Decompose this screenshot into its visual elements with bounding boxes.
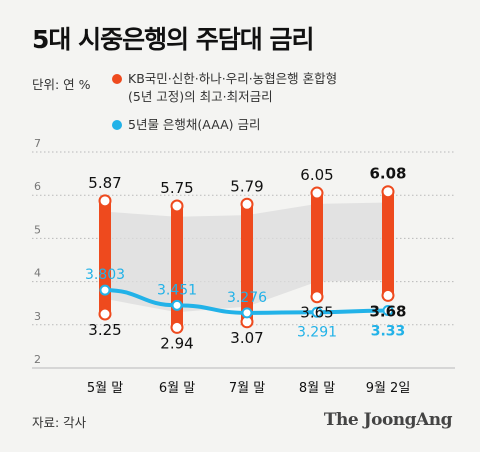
y-tick-label-5: 5 (34, 223, 41, 236)
high-value-label-1: 5.75 (160, 179, 193, 197)
low-value-label-3: 3.65 (300, 304, 333, 322)
legend-label-rate-range-line1: KB국민·신한·하나·우리·농협은행 혼합형 (128, 71, 338, 86)
high-value-label-0: 5.87 (88, 174, 121, 192)
x-tick-label-4: 9월 2일 (366, 381, 411, 396)
bond-point-1 (171, 299, 183, 311)
x-tick-label-3: 8월 말 (299, 381, 335, 396)
legend-item-rate-range: KB국민·신한·하나·우리·농협은행 혼합형 (5년 고정)의 최고·최저금리 (112, 70, 337, 106)
legend-swatch-rate-range (112, 74, 122, 84)
bond-point-4 (382, 305, 394, 317)
y-tick-label-2: 2 (34, 353, 41, 366)
source-label: 자료: 각사 (32, 415, 87, 430)
brand-logo: The JoongAng (323, 410, 453, 430)
high-point-3 (310, 186, 324, 200)
low-value-label-1: 2.94 (160, 334, 193, 352)
y-tick-label-3: 3 (34, 310, 41, 323)
bond-value-label-3: 3.291 (297, 325, 337, 341)
legend-item-bond: 5년물 은행채(AAA) 금리 (112, 116, 261, 134)
y-tick-label-6: 6 (34, 180, 41, 193)
high-point-4 (381, 185, 395, 199)
low-value-label-0: 3.25 (88, 321, 121, 339)
unit-label: 단위: 연 % (32, 77, 91, 92)
high-value-label-2: 5.79 (230, 177, 263, 195)
low-point-1 (170, 320, 184, 334)
bond-value-label-4: 3.33 (371, 323, 406, 339)
legend-label-rate-range-line2: (5년 고정)의 최고·최저금리 (128, 89, 273, 104)
high-value-label-4: 6.08 (369, 165, 406, 183)
low-point-0 (98, 307, 112, 321)
legend-label-bond: 5년물 은행채(AAA) 금리 (128, 117, 261, 132)
high-point-1 (170, 199, 184, 213)
chart-title: 5대 시중은행의 주담대 금리 (32, 25, 315, 54)
x-tick-label-0: 5월 말 (87, 381, 123, 396)
bond-point-0 (99, 284, 111, 296)
low-value-label-4: 3.68 (369, 302, 406, 320)
x-tick-label-2: 7월 말 (229, 381, 265, 396)
y-tick-label-4: 4 (34, 267, 41, 280)
y-tick-label-7: 7 (34, 137, 41, 150)
low-value-label-2: 3.07 (230, 329, 263, 347)
legend-swatch-bond (112, 120, 122, 130)
bond-point-3 (311, 306, 323, 318)
bond-value-label-2: 3.276 (227, 290, 267, 306)
high-value-label-3: 6.05 (300, 166, 333, 184)
bond-value-label-1: 3.451 (157, 282, 197, 298)
high-point-2 (240, 197, 254, 211)
bond-value-label-0: 3.803 (85, 267, 125, 283)
x-tick-label-1: 6월 말 (159, 381, 195, 396)
low-point-3 (310, 290, 324, 304)
high-point-0 (98, 194, 112, 208)
low-point-4 (381, 288, 395, 302)
bond-point-2 (241, 307, 253, 319)
